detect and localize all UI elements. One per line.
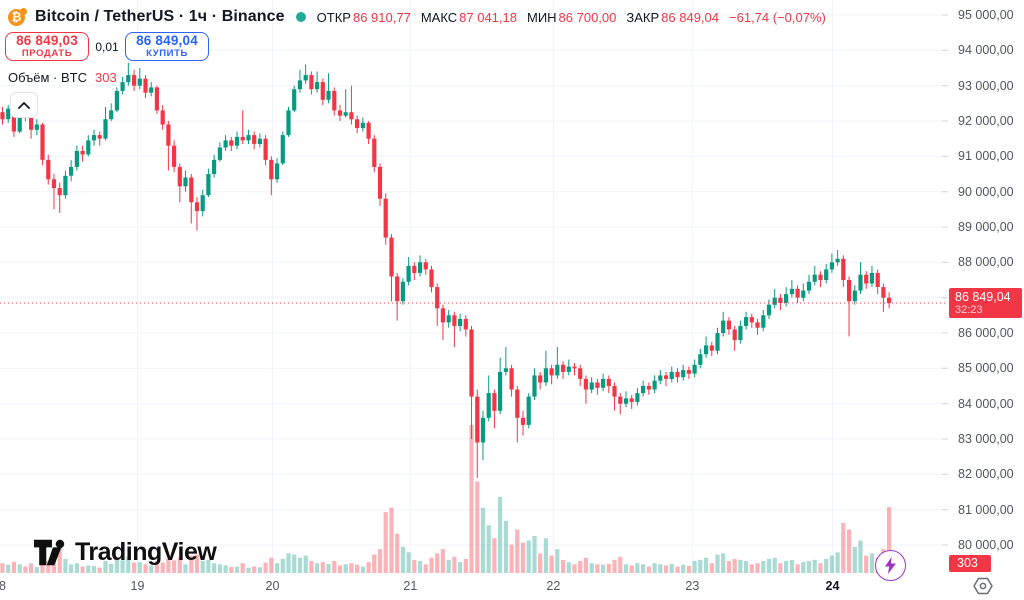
- open-value: 86 910,77: [352, 9, 411, 25]
- sell-label: ПРОДАТЬ: [21, 48, 73, 60]
- high-value: 87 041,18: [459, 9, 517, 25]
- watermark-text: TradingView: [75, 538, 217, 566]
- symbol-title[interactable]: Bitcoin / TetherUS · 1ч · Binance: [35, 8, 285, 25]
- buy-price: 86 849,04: [136, 32, 198, 48]
- low-label: МИН: [526, 9, 557, 25]
- price-axis-label: 92 000,00: [958, 114, 1014, 128]
- ohlc-legend: ОТКР 86 910,77 МАКС 87 041,18 МИН 86 700,00…: [317, 10, 826, 25]
- bar-countdown: 32:23: [955, 304, 983, 316]
- price-axis-label: 90 000,00: [958, 184, 1014, 199]
- price-axis-label: 94 000,00: [958, 43, 1014, 58]
- volume-label: Объём · BTC: [8, 70, 87, 85]
- close-value: 86 849,04: [661, 9, 720, 25]
- price-axis[interactable]: 86 849,04 32:23 303 95 000,00 94 000,00 93…: [948, 0, 1024, 575]
- axis-settings-button[interactable]: [973, 577, 993, 595]
- time-axis-label: 23: [685, 579, 700, 593]
- volume-legend: Объём · BTC 303: [8, 70, 117, 85]
- tradingview-watermark: TradingView: [34, 538, 217, 567]
- time-axis[interactable]: 8 19 20 21 22 23 24: [0, 575, 948, 600]
- price-axis-label: 95 000,00: [958, 8, 1014, 22]
- bitcoin-icon: ₿: [8, 7, 28, 27]
- price-axis-label: 91 000,00: [958, 149, 1014, 164]
- quick-trade-button[interactable]: [875, 550, 906, 581]
- time-axis-label: 20: [265, 579, 280, 593]
- price-axis-label: 85 000,00: [958, 361, 1014, 376]
- volume-value: 303: [94, 70, 117, 85]
- price-axis-label: 82 000,00: [958, 467, 1014, 482]
- lightning-icon: [885, 557, 896, 574]
- price-axis-label: 89 000,00: [958, 220, 1014, 234]
- price-axis-label: 93 000,00: [958, 78, 1014, 93]
- price-axis-label: 80 000,00: [958, 538, 1014, 552]
- time-axis-label: 8: [0, 579, 6, 593]
- collapse-legend-button[interactable]: [10, 92, 38, 118]
- market-status-icon[interactable]: [295, 12, 306, 22]
- last-price-label: 86 849,04 32:23: [949, 288, 1022, 318]
- price-axis-label: 83 000,00: [958, 432, 1014, 446]
- high-label: МАКС: [420, 9, 458, 25]
- price-axis-label: 84 000,00: [958, 396, 1014, 411]
- sell-button[interactable]: 86 849,03 ПРОДАТЬ: [5, 32, 89, 61]
- price-axis-label: 88 000,00: [958, 255, 1014, 270]
- time-axis-label: 24: [825, 579, 840, 593]
- close-label: ЗАКР: [626, 9, 660, 25]
- price-axis-label: 81 000,00: [958, 502, 1014, 517]
- buy-button[interactable]: 86 849,04 КУПИТЬ: [125, 32, 209, 61]
- sell-price: 86 849,03: [16, 32, 78, 48]
- price-axis-label: 86 000,00: [958, 326, 1014, 340]
- time-axis-label: 21: [403, 579, 418, 593]
- candlestick-chart[interactable]: [0, 0, 948, 575]
- chart-header: ₿ Bitcoin / TetherUS · 1ч · Binance ОТКР…: [8, 6, 826, 28]
- gear-icon: [973, 577, 993, 595]
- tradingview-logo-icon: [34, 539, 65, 565]
- volume-axis-label: 303: [949, 555, 991, 572]
- chevron-up-icon: [18, 101, 30, 109]
- buy-label: КУПИТЬ: [146, 48, 188, 60]
- change-value: −61,74 (−0,07%): [729, 9, 826, 25]
- time-axis-label: 22: [546, 579, 561, 593]
- last-price-value: 86 849,04: [955, 290, 1011, 304]
- low-value: 86 700,00: [558, 9, 617, 25]
- spread-value: 0,01: [95, 39, 119, 54]
- time-axis-label: 19: [130, 579, 145, 593]
- trade-buttons-row: 86 849,03 ПРОДАТЬ 0,01 86 849,04 КУПИТЬ: [5, 32, 209, 61]
- open-label: ОТКР: [316, 9, 351, 25]
